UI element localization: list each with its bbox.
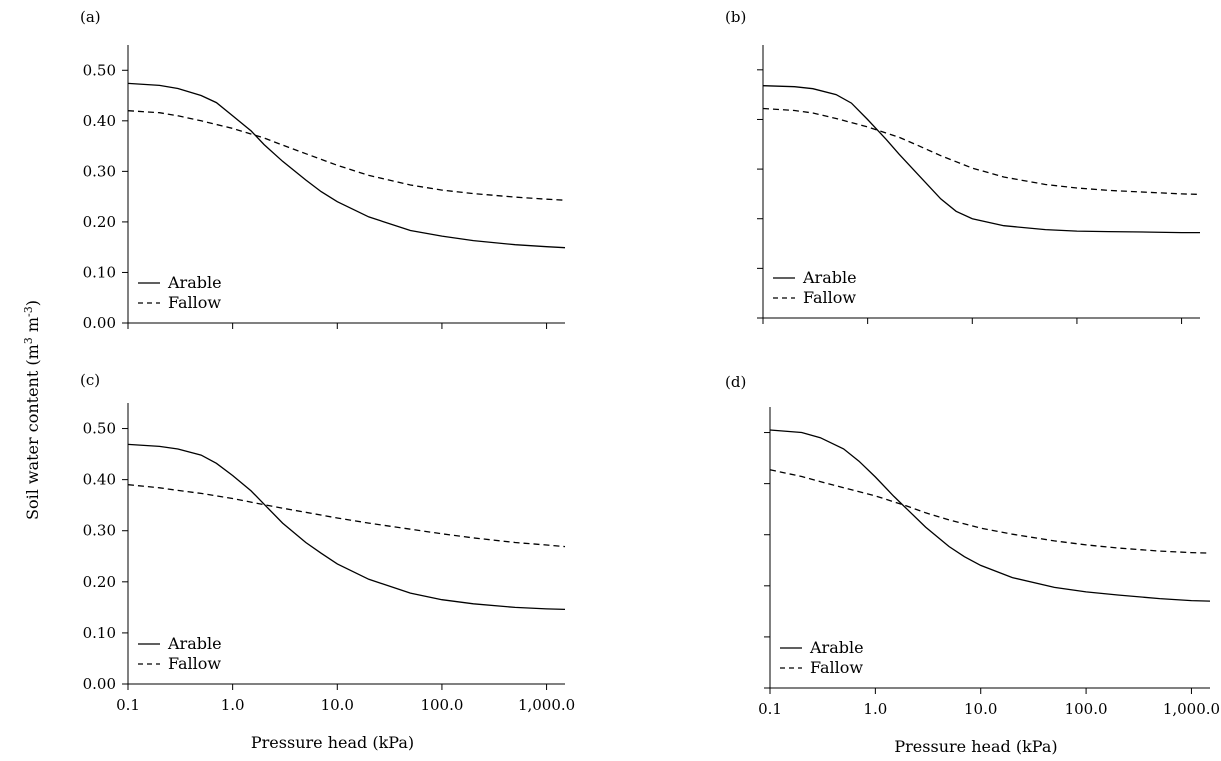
- x-tick-label: 0.1: [758, 700, 782, 718]
- series-line-fallow: [127, 484, 566, 548]
- series-line-arable: [127, 82, 566, 249]
- panel-label: (d): [725, 373, 746, 391]
- chart-panel-d: (d) 0.1 1.0 10.0 100.0 1,000.0 Pressure head (…: [725, 373, 1220, 756]
- panel-label: (c): [80, 371, 100, 389]
- y-axis-label-sup2: -3: [22, 306, 35, 317]
- series-line-arable: [127, 443, 566, 611]
- x-tick-label: 0.1: [116, 696, 140, 714]
- y-tick-label: 0.50: [83, 420, 116, 438]
- legend-label-arable: Arable: [167, 273, 222, 292]
- y-tick-label: 0.00: [83, 314, 116, 332]
- y-tick-label: 0.20: [83, 213, 116, 231]
- x-tick-label: 100.0: [420, 696, 463, 714]
- y-axis-label-mid: m: [23, 317, 42, 337]
- y-tick-label: 0.10: [83, 263, 116, 281]
- y-tick-label: 0.40: [83, 112, 116, 130]
- x-axis-label: Pressure head (kPa): [251, 733, 414, 752]
- y-tick-label: 0.00: [83, 675, 116, 693]
- x-tick-label: 10.0: [321, 696, 354, 714]
- y-axis-label-main: Soil water content (m: [23, 344, 42, 520]
- y-axis-label: Soil water content (m3 m-3): [22, 300, 42, 520]
- y-tick-label: 0.30: [83, 522, 116, 540]
- legend-label-fallow: Fallow: [168, 654, 221, 673]
- x-axis-label: Pressure head (kPa): [894, 737, 1057, 756]
- y-tick-label: 0.30: [83, 162, 116, 180]
- legend-label-fallow: Fallow: [803, 288, 856, 307]
- legend-label-arable: Arable: [167, 634, 222, 653]
- series-line-fallow: [769, 469, 1211, 554]
- series-line-fallow: [762, 107, 1201, 196]
- x-tick-label: 10.0: [964, 700, 997, 718]
- chart-panel-c: (c) 0.00 0.10 0.20 0.30 0.40 0.50 0.1 1.0 10.0 100…: [80, 371, 575, 752]
- legend-label-fallow: Fallow: [810, 658, 863, 677]
- x-tick-label: 100.0: [1065, 700, 1108, 718]
- legend-label-fallow: Fallow: [168, 293, 221, 312]
- x-tick-label: 1,000.0: [1163, 700, 1220, 718]
- legend-label-arable: Arable: [802, 268, 857, 287]
- y-axis-label-end: ): [23, 300, 42, 306]
- y-tick-label: 0.40: [83, 471, 116, 489]
- x-tick-label: 1.0: [221, 696, 245, 714]
- x-tick-label: 1,000.0: [518, 696, 575, 714]
- y-axis-label-sup1: 3: [22, 337, 35, 344]
- panel-label: (b): [725, 8, 746, 26]
- panel-label: (a): [80, 8, 101, 26]
- y-tick-label: 0.10: [83, 624, 116, 642]
- legend-label-arable: Arable: [809, 638, 864, 657]
- series-line-arable: [762, 85, 1200, 234]
- y-tick-label: 0.50: [83, 61, 116, 79]
- y-tick-label: 0.20: [83, 573, 116, 591]
- series-line-fallow: [127, 110, 566, 201]
- x-tick-label: 1.0: [863, 700, 887, 718]
- series-line-arable: [769, 429, 1211, 602]
